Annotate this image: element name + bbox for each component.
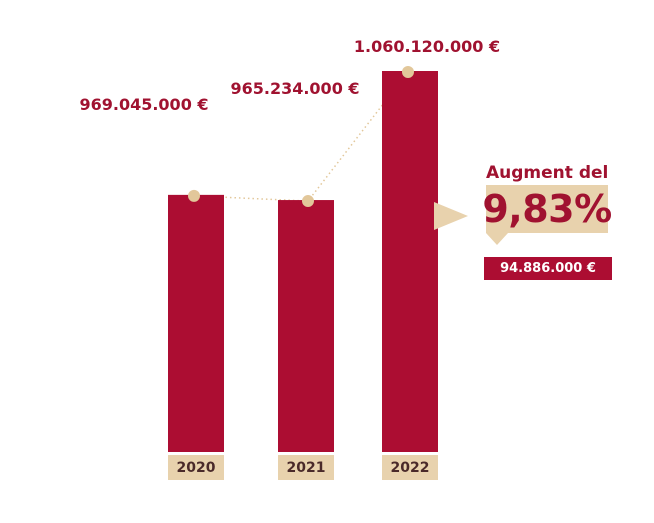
increase-percent: 9,83% <box>482 187 612 231</box>
data-label: 965.234.000 € <box>230 79 359 98</box>
x-tick-label: 2022 <box>391 460 430 476</box>
increase-percent-box: 9,83% <box>482 185 612 233</box>
difference-value: 94.886.000 € <box>500 261 596 276</box>
callout-arrow-icon <box>434 202 468 230</box>
data-point <box>402 66 414 78</box>
bar-2020 <box>168 194 224 452</box>
x-tick-label: 2021 <box>287 460 326 476</box>
data-label: 969.045.000 € <box>79 95 208 114</box>
year-label-box <box>278 455 334 480</box>
year-label-box <box>168 455 224 480</box>
increase-callout: Augment del 9,83% 94.886.000 € <box>434 160 614 285</box>
data-label: 1.060.120.000 € <box>354 37 500 56</box>
bar-2022 <box>382 71 438 452</box>
x-tick-label: 2020 <box>177 460 216 476</box>
data-point <box>188 189 200 202</box>
data-point <box>302 195 314 208</box>
increase-label: Augment del <box>486 163 609 183</box>
difference-box: 94.886.000 € <box>484 257 612 280</box>
bar-2021 <box>278 200 334 452</box>
year-label-box <box>382 455 438 480</box>
percent-notch-icon <box>486 233 508 245</box>
